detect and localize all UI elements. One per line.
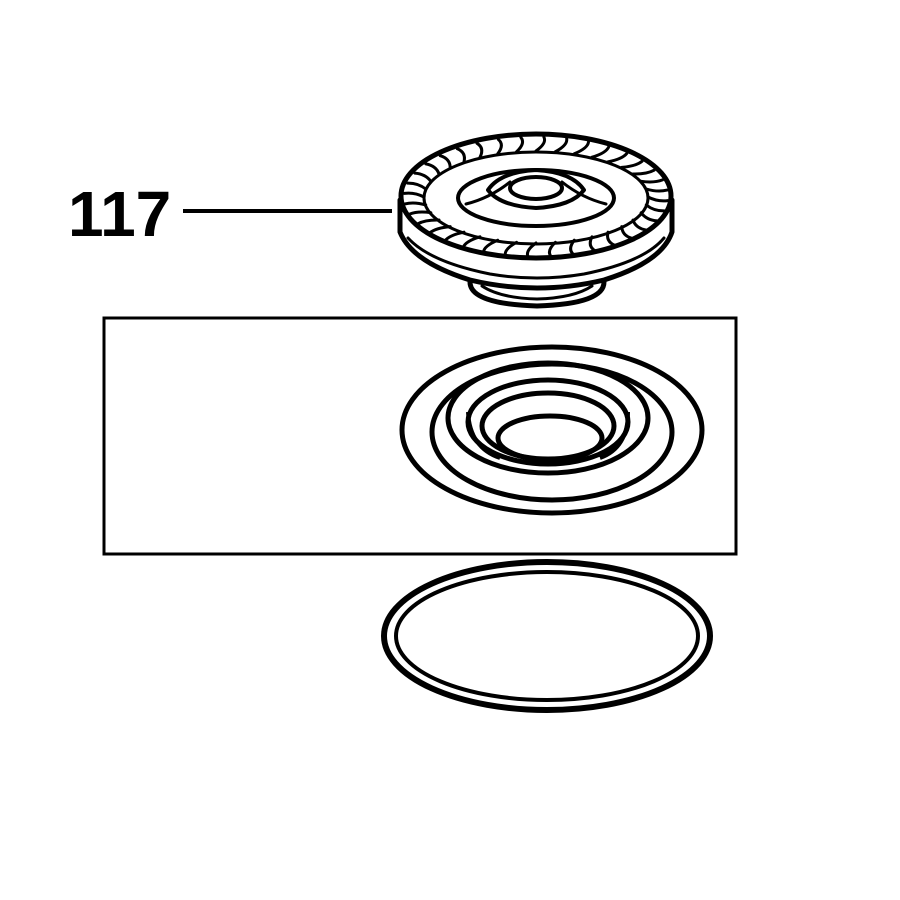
gear-tooth — [639, 211, 659, 223]
gear-tooth — [646, 195, 670, 203]
gear-tooth — [402, 191, 426, 199]
gear-tooth — [553, 137, 569, 154]
gear-tooth — [403, 201, 428, 207]
seal-bore — [495, 413, 605, 463]
seal-lip — [466, 411, 501, 460]
gear-tooth — [572, 140, 590, 156]
gear-tooth — [443, 230, 466, 243]
gear-tooth — [620, 225, 634, 240]
gear-tooth — [631, 168, 656, 176]
seal-lip-right — [599, 411, 630, 460]
gear-bore — [508, 175, 564, 201]
gear-hub-collar-inner — [480, 284, 594, 301]
gear-tooth — [482, 238, 500, 254]
o-ring-part[interactable] — [381, 559, 713, 713]
gear-tooth — [408, 210, 433, 216]
gear-tooth — [413, 171, 433, 183]
callout-117[interactable]: 117 — [68, 178, 392, 250]
gear-boss-ridge — [464, 180, 608, 206]
gear-tooth — [438, 154, 452, 169]
gear-tooth — [496, 138, 503, 156]
gear-tooth — [416, 218, 441, 226]
gear-tooth — [606, 151, 629, 164]
o-ring-outer — [381, 559, 713, 713]
gear-tooth — [424, 162, 441, 176]
gear-tooth — [428, 225, 452, 235]
o-ring-inner — [394, 570, 700, 702]
seal-ring-3 — [445, 360, 651, 476]
gear-skirt-line — [406, 236, 666, 280]
gear-tooth — [547, 240, 557, 259]
part-highlight-box — [102, 316, 738, 556]
gear-tooth — [475, 141, 484, 159]
gear-tooth — [503, 240, 519, 257]
seal-outer-ring — [399, 344, 705, 516]
gear-tooth — [525, 241, 538, 259]
gear-tooth — [644, 203, 666, 213]
bearing-seal-part[interactable] — [399, 344, 705, 516]
gear-tooth — [620, 159, 644, 169]
gear-tooth — [569, 238, 576, 256]
gear-teeth — [402, 135, 670, 259]
gear-tooth — [406, 181, 428, 191]
gear-tooth — [588, 235, 597, 253]
gear-tooth — [534, 135, 547, 153]
bevel-gear-part[interactable] — [397, 131, 675, 309]
gear-tooth — [590, 145, 611, 159]
gear-tooth — [461, 235, 482, 249]
callout-number: 117 — [68, 178, 171, 250]
gear-tooth — [515, 135, 525, 154]
gear-tooth — [644, 187, 669, 193]
gear-tooth — [606, 230, 617, 247]
gear-tooth — [631, 218, 648, 232]
gear-tooth — [639, 178, 664, 184]
gear-tooth — [455, 147, 466, 164]
